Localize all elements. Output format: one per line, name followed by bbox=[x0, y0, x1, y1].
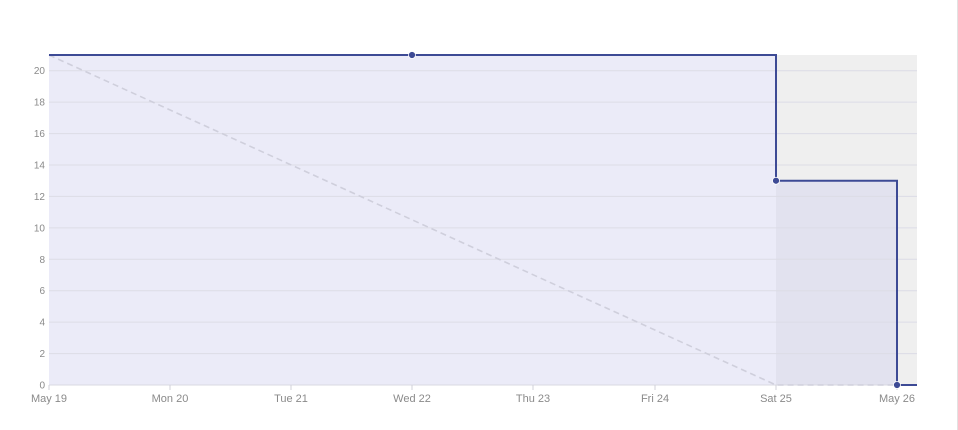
actual-area-weekend bbox=[776, 55, 917, 385]
actual-point-3 bbox=[772, 176, 780, 185]
gridlines bbox=[48, 70, 917, 390]
y-tick-label-2: 2 bbox=[39, 349, 45, 360]
x-tick-label-2: Tue 21 bbox=[274, 393, 308, 405]
x-tick-label-0: May 19 bbox=[31, 393, 67, 405]
x-tick-label-3: Wed 22 bbox=[393, 393, 431, 405]
x-tick-label-7: May 26 bbox=[879, 393, 915, 405]
x-tick-label-4: Thu 23 bbox=[516, 393, 550, 405]
actual-point-5 bbox=[893, 381, 901, 389]
ideal-line bbox=[48, 54, 917, 386]
y-tick-label-20: 20 bbox=[34, 66, 46, 77]
y-tick-label-0: 0 bbox=[39, 381, 45, 392]
y-tick-label-18: 18 bbox=[34, 98, 46, 109]
y-tick-label-10: 10 bbox=[34, 223, 46, 234]
y-tick-label-6: 6 bbox=[39, 286, 45, 297]
x-tick-label-6: Sat 25 bbox=[760, 393, 792, 405]
x-tick-label-1: Mon 20 bbox=[152, 393, 189, 405]
y-tick-label-14: 14 bbox=[34, 161, 46, 172]
y-tick-label-16: 16 bbox=[34, 129, 46, 140]
actual-area bbox=[49, 55, 917, 385]
x-tick-label-5: Fri 24 bbox=[641, 393, 669, 405]
y-tick-label-8: 8 bbox=[39, 255, 45, 266]
axis-ticks: 0 2 4 6 8 10 12 14 16 18 20 May 19 Mon 20 Tue 21 Wed 2… bbox=[31, 66, 915, 405]
y-tick-label-12: 12 bbox=[34, 192, 46, 203]
series-layer bbox=[48, 51, 917, 389]
y-tick-label-4: 4 bbox=[39, 318, 45, 329]
chart-background-layer bbox=[49, 55, 917, 385]
actual-point-1 bbox=[408, 51, 416, 59]
